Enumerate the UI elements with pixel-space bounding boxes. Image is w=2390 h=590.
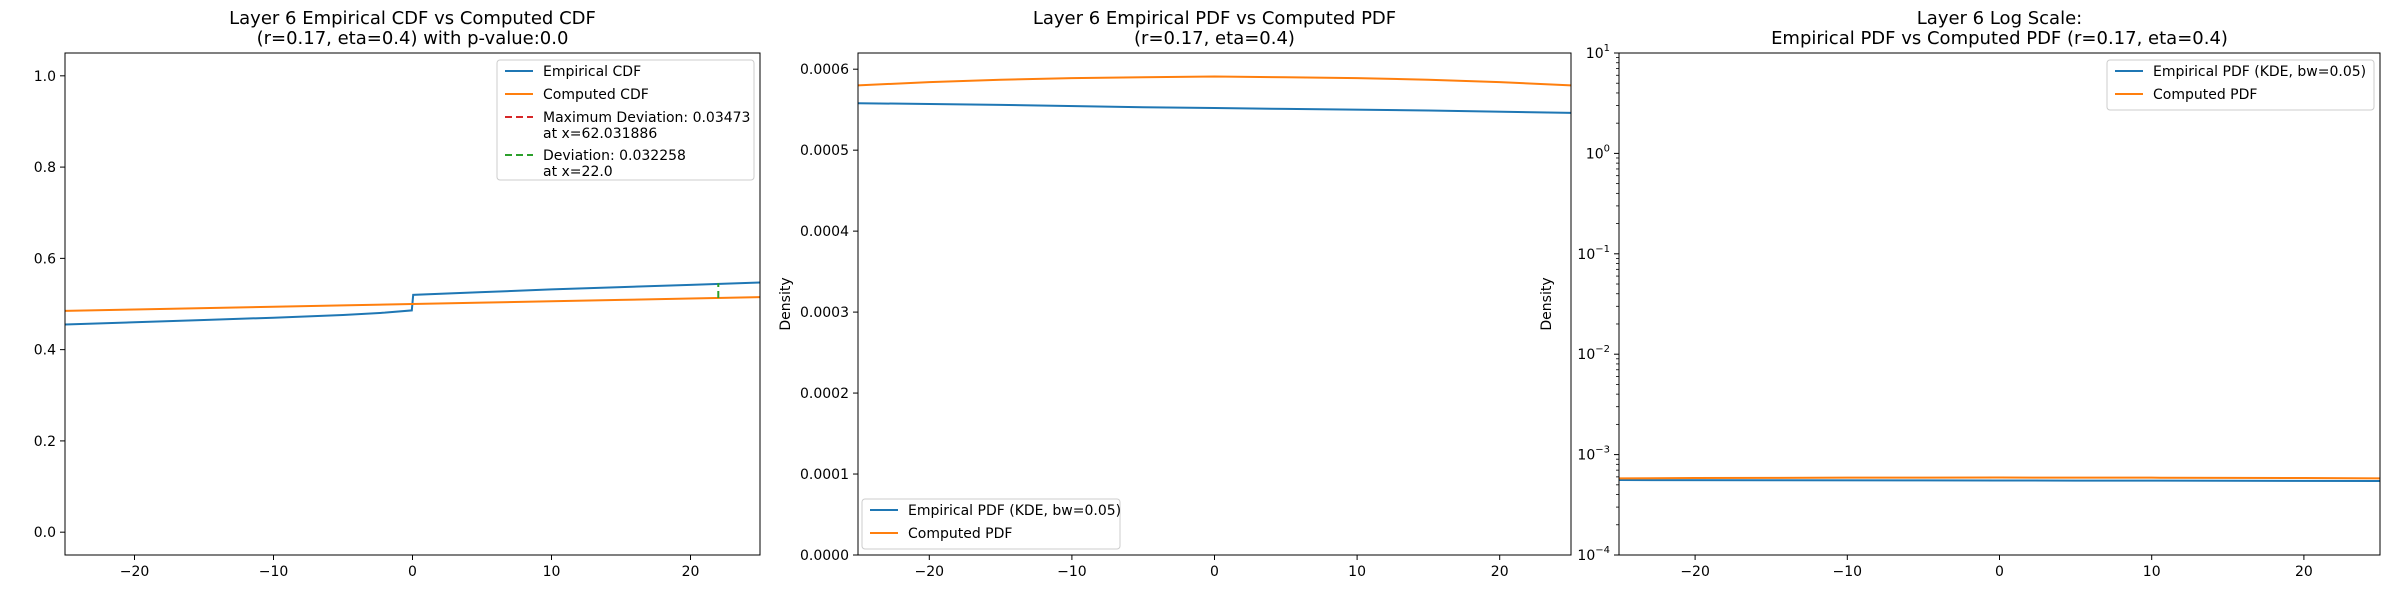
y-tick-label: 0.0003 xyxy=(800,305,849,321)
y-tick-label: 0.6 xyxy=(34,251,56,267)
series-group xyxy=(1619,476,2380,482)
y-tick-label: 10−1 xyxy=(1577,244,1610,263)
y-axis-label: Density xyxy=(778,277,794,330)
y-tick-label: 0.2 xyxy=(34,434,56,450)
legend-entry-text: Computed PDF xyxy=(2153,87,2257,103)
y-tick-label: 0.0002 xyxy=(800,386,849,402)
series-group xyxy=(858,75,1571,114)
legend-box xyxy=(2106,59,2375,111)
y-tick-label: 0.4 xyxy=(34,343,56,359)
series-line-1 xyxy=(1619,479,2380,482)
x-tick-label: 20 xyxy=(2295,564,2313,580)
series-line-2 xyxy=(858,75,1571,87)
legend: Empirical CDF Computed CDF Maximum Deviati… xyxy=(496,59,755,181)
x-tick-label: 0 xyxy=(408,564,417,580)
x-tick-label: −20 xyxy=(1680,564,1710,580)
legend-entry-text: Computed PDF xyxy=(908,526,1012,542)
y-tick-label: 0.0006 xyxy=(800,62,849,78)
chart-title-line: (r=0.17, eta=0.4) with p-value:0.0 xyxy=(257,28,569,49)
chart-title-line: Layer 6 Empirical PDF vs Computed PDF xyxy=(1033,8,1396,29)
y-tick-label: 101 xyxy=(1586,43,1610,62)
chart-2: Layer 6 Empirical PDF vs Computed PDF(r=… xyxy=(778,8,1572,580)
x-tick-label: −10 xyxy=(1057,564,1087,580)
y-tick-label: 100 xyxy=(1586,143,1610,162)
legend-entry-text: at x=22.0 xyxy=(543,164,613,180)
x-tick-label: 0 xyxy=(1995,564,2004,580)
y-tick-label: 0.0000 xyxy=(800,548,849,564)
x-tick-label: 10 xyxy=(543,564,561,580)
legend-box xyxy=(861,498,1121,550)
series-group xyxy=(65,281,760,326)
chart-3: Layer 6 Log Scale:Empirical PDF vs Compu… xyxy=(1539,8,2381,580)
y-tick-label: 0.0001 xyxy=(800,467,849,483)
x-tick-label: 0 xyxy=(1210,564,1219,580)
axes-frame xyxy=(64,52,761,556)
series-line-2 xyxy=(1619,476,2380,480)
chart-title-line: Layer 6 Log Scale: xyxy=(1917,8,2082,29)
y-tick-label: 0.0005 xyxy=(800,143,849,159)
legend-entry-text: Empirical PDF (KDE, bw=0.05) xyxy=(2153,64,2366,80)
y-tick-label: 10−4 xyxy=(1577,545,1610,564)
x-tick-label: −20 xyxy=(120,564,150,580)
legend-entry-text: Empirical PDF (KDE, bw=0.05) xyxy=(908,503,1121,519)
x-tick-label: 10 xyxy=(2143,564,2161,580)
x-tick-label: 10 xyxy=(1348,564,1366,580)
x-tick-label: 20 xyxy=(1491,564,1509,580)
y-tick-label: 10−3 xyxy=(1577,445,1610,464)
series-line-2 xyxy=(65,296,760,312)
x-tick-label: −10 xyxy=(259,564,289,580)
x-tick-label: −20 xyxy=(915,564,945,580)
axes-frame xyxy=(1618,52,2381,556)
legend-box xyxy=(496,59,755,181)
legend-entry-text: Empirical CDF xyxy=(543,64,641,80)
chart-title-line: Empirical PDF vs Computed PDF (r=0.17, e… xyxy=(1771,28,2228,49)
legend-entry-text: at x=62.031886 xyxy=(543,126,657,142)
x-tick-label: 20 xyxy=(682,564,700,580)
y-axis-label: Density xyxy=(1539,277,1555,330)
legend-entry-text: Deviation: 0.032258 xyxy=(543,148,686,164)
chart-title-line: (r=0.17, eta=0.4) xyxy=(1134,28,1295,49)
y-tick-label: 0.0004 xyxy=(800,224,849,240)
legend: Empirical PDF (KDE, bw=0.05) Computed PDF xyxy=(861,498,1121,550)
y-tick-label: 10−2 xyxy=(1577,344,1610,363)
series-line-1 xyxy=(65,281,760,326)
y-tick-label: 0.8 xyxy=(34,160,56,176)
legend: Empirical PDF (KDE, bw=0.05) Computed PDF xyxy=(2106,59,2375,111)
legend-entry-text: Computed CDF xyxy=(543,87,649,103)
axes-frame xyxy=(857,52,1572,556)
chart-1: Layer 6 Empirical CDF vs Computed CDF(r=… xyxy=(34,8,761,580)
y-tick-label: 0.0 xyxy=(34,525,56,541)
legend-entry-text: Maximum Deviation: 0.03473 xyxy=(543,110,750,126)
x-tick-label: −10 xyxy=(1833,564,1863,580)
chart-title-line: Layer 6 Empirical CDF vs Computed CDF xyxy=(229,8,596,29)
y-tick-label: 1.0 xyxy=(34,69,56,85)
series-line-1 xyxy=(858,102,1571,114)
